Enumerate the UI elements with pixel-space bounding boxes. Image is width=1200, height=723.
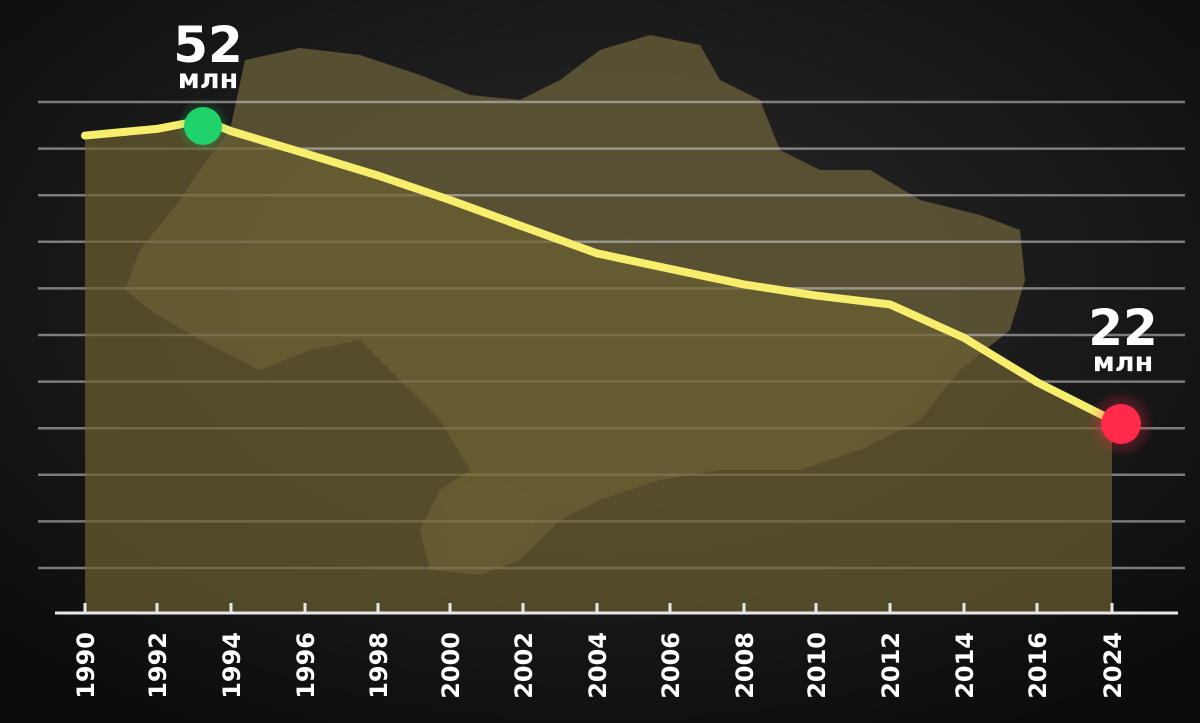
x-tick-label: 2016: [1024, 632, 1052, 699]
x-tick-label: 1998: [365, 632, 393, 699]
end-value: 22: [1088, 299, 1158, 357]
x-tick-label: 1994: [218, 632, 246, 699]
x-tick-label: 1990: [72, 632, 100, 699]
x-tick-label: 2014: [951, 632, 979, 699]
peak-label: 52 млн: [173, 16, 243, 95]
x-tick-label: 1992: [144, 632, 172, 699]
markers: [175, 98, 1155, 458]
end-unit: млн: [1093, 347, 1154, 378]
x-tick-label: 2004: [584, 632, 612, 699]
x-tick-labels: 1990 1992 1994 1996 1998 2000 2002 2004 2006 2008…: [72, 603, 1127, 699]
end-marker: [1101, 404, 1141, 444]
x-tick-label: 2010: [803, 632, 831, 699]
peak-value: 52: [173, 16, 243, 74]
x-tick-label: 2012: [877, 632, 905, 699]
area-fill: [85, 120, 1112, 613]
x-tick-label: 2008: [731, 632, 759, 699]
area-under-line: [85, 120, 1112, 613]
x-tick-label: 2006: [657, 632, 685, 699]
peak-unit: млн: [178, 64, 239, 95]
x-tick-label: 2024: [1099, 632, 1127, 699]
x-tick-label: 2000: [437, 632, 465, 699]
peak-marker: [184, 107, 222, 145]
x-tick-label: 1996: [292, 632, 320, 699]
end-label: 22 млн: [1088, 299, 1158, 378]
x-tick-label: 2002: [510, 632, 538, 699]
